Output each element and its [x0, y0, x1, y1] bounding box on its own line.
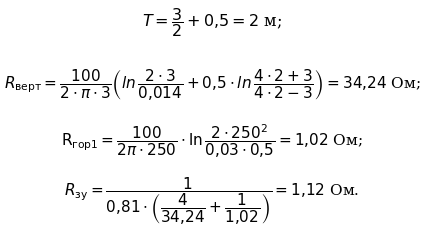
- Text: $R_{\text{зу}} = \dfrac{1}{0{,}81 \cdot \left(\dfrac{4}{34{,}24} + \dfrac{1}{1{,: $R_{\text{зу}} = \dfrac{1}{0{,}81 \cdot …: [64, 176, 360, 227]
- Text: $\text{R}_{\text{гор1}} = \dfrac{100}{2\pi \cdot 250} \cdot \ln\dfrac{2 \cdot 25: $\text{R}_{\text{гор1}} = \dfrac{100}{2\…: [61, 123, 363, 161]
- Text: $T = \dfrac{3}{2} + 0{,}5 = 2$ м;: $T = \dfrac{3}{2} + 0{,}5 = 2$ м;: [142, 6, 282, 38]
- Text: $R_{\text{верт}} = \dfrac{100}{2 \cdot \pi \cdot 3}\left(\mathit{ln}\,\dfrac{2 \: $R_{\text{верт}} = \dfrac{100}{2 \cdot \…: [3, 66, 421, 102]
